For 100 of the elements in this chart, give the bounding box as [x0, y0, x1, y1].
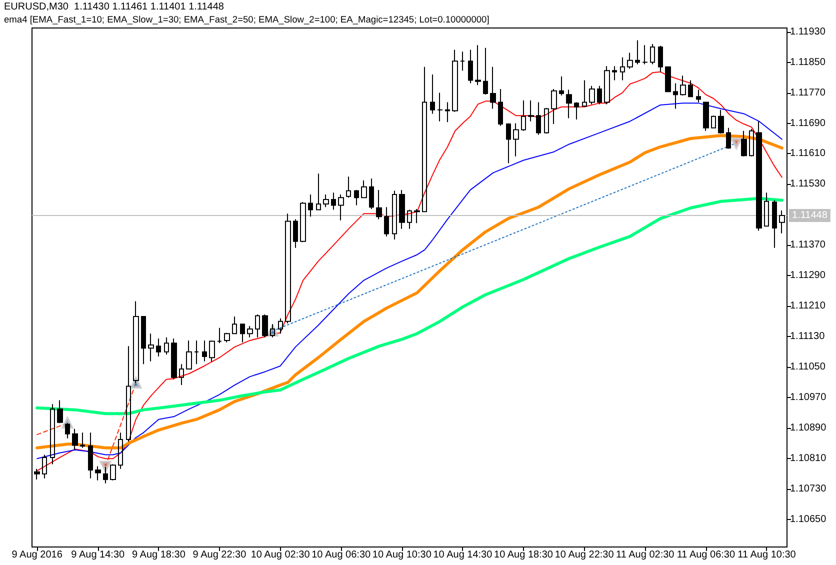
candlestick	[582, 80, 587, 108]
y-tick-label: 1.11850	[790, 56, 826, 68]
candlestick	[103, 466, 108, 484]
candlestick	[741, 130, 747, 157]
candlestick	[300, 202, 306, 243]
candlestick	[156, 338, 161, 357]
candlestick	[597, 85, 602, 105]
candlestick	[346, 176, 351, 198]
candlestick	[186, 340, 192, 370]
candlestick	[749, 128, 754, 157]
candlestick	[703, 102, 709, 132]
candlestick	[118, 432, 123, 470]
candlestick	[57, 400, 63, 424]
y-tick-label: 1.11690	[790, 118, 826, 129]
x-tick-label: 10 Aug 14:30	[433, 550, 493, 560]
candlestick	[141, 316, 146, 365]
candlestick	[468, 49, 473, 84]
y-tick-label: 1.10730	[790, 484, 827, 495]
candlestick	[262, 314, 268, 338]
candlestick	[680, 75, 686, 96]
candlestick	[718, 109, 724, 134]
candlestick	[612, 66, 617, 81]
candlestick	[72, 428, 78, 450]
candlestick	[209, 340, 215, 362]
candlestick	[80, 432, 85, 448]
candlestick	[490, 66, 496, 110]
candlestick	[688, 80, 693, 98]
chart-subtitle: ema4 [EMA_Fast_1=10; EMA_Slow_1=30; EMA_Fast_2=50; EMA_Slow_2=100; EA_Magic=12345; Lot=0.10000000]	[4, 14, 490, 24]
y-tick-label: 1.11370	[790, 240, 826, 251]
candlestick	[772, 200, 777, 248]
y-tick-label: 1.11290	[790, 270, 826, 282]
candlestick	[726, 127, 731, 150]
candlestick	[498, 88, 503, 126]
candlestick	[544, 108, 549, 134]
candlestick	[361, 180, 367, 198]
candlestick	[354, 189, 359, 206]
candlestick	[34, 468, 40, 480]
candlestick	[293, 218, 298, 248]
candlestick	[399, 189, 405, 230]
candlestick	[437, 92, 443, 122]
candlestick	[764, 192, 769, 227]
candlestick	[285, 213, 291, 324]
y-tick-label: 1.11050	[790, 362, 826, 373]
candlestick	[278, 318, 283, 334]
candlestick	[164, 336, 169, 356]
candlestick	[247, 325, 253, 338]
candlestick	[338, 194, 344, 221]
candlestick	[171, 338, 177, 380]
candlestick	[110, 464, 116, 481]
x-tick-label: 10 Aug 02:30	[250, 550, 310, 560]
candlestick	[316, 173, 321, 210]
y-tick-label: 1.10970	[790, 392, 827, 404]
candlestick	[148, 333, 154, 362]
candlestick	[673, 82, 678, 110]
candlestick	[369, 178, 374, 210]
candlestick	[559, 76, 564, 96]
candlestick	[445, 102, 450, 123]
candlestick	[452, 49, 458, 112]
candlestick	[179, 364, 184, 386]
candlestick	[422, 66, 427, 212]
y-tick-label: 1.10650	[790, 514, 827, 526]
y-tick-label: 1.11930	[790, 26, 826, 38]
y-tick-label: 1.11130	[790, 331, 826, 342]
candlestick	[270, 324, 275, 338]
line-series	[36, 196, 784, 416]
candlestick	[483, 47, 488, 96]
candlestick	[506, 122, 511, 164]
x-tick-label: 11 Aug 06:30	[676, 550, 736, 560]
candlestick	[521, 100, 526, 132]
candlestick	[217, 327, 222, 344]
candlestick	[308, 194, 313, 218]
candlestick	[430, 74, 435, 114]
candlestick	[711, 115, 716, 128]
candlestick	[65, 422, 70, 439]
candlestick	[460, 51, 465, 72]
x-tick-label: 9 Aug 2016	[12, 550, 63, 560]
candlestick	[384, 206, 389, 237]
x-tick-label: 10 Aug 18:30	[494, 550, 554, 560]
candlestick	[665, 66, 671, 92]
candlestick	[88, 432, 93, 479]
point	[730, 138, 742, 149]
candlestick	[513, 122, 519, 157]
candlestick	[756, 120, 762, 232]
y-tick-label: 1.11210	[790, 300, 826, 312]
candlestick	[574, 102, 579, 120]
candlestick	[224, 332, 230, 343]
candlestick	[414, 208, 420, 224]
candlestick	[627, 52, 633, 70]
candlestick	[635, 40, 640, 65]
candlestick	[323, 194, 329, 208]
candlestick	[232, 316, 237, 334]
x-tick-label: 10 Aug 10:30	[372, 550, 432, 560]
x-tick-label: 9 Aug 18:30	[132, 550, 186, 560]
y-tick-label: 1.11530	[790, 178, 826, 190]
candlestick	[551, 88, 557, 125]
x-tick-label: 11 Aug 10:30	[738, 550, 796, 560]
candlestick	[255, 314, 260, 338]
y-tick-label: 1.10890	[790, 422, 827, 434]
candlestick	[475, 44, 481, 86]
y-tick-label: 1.11770	[790, 87, 826, 98]
